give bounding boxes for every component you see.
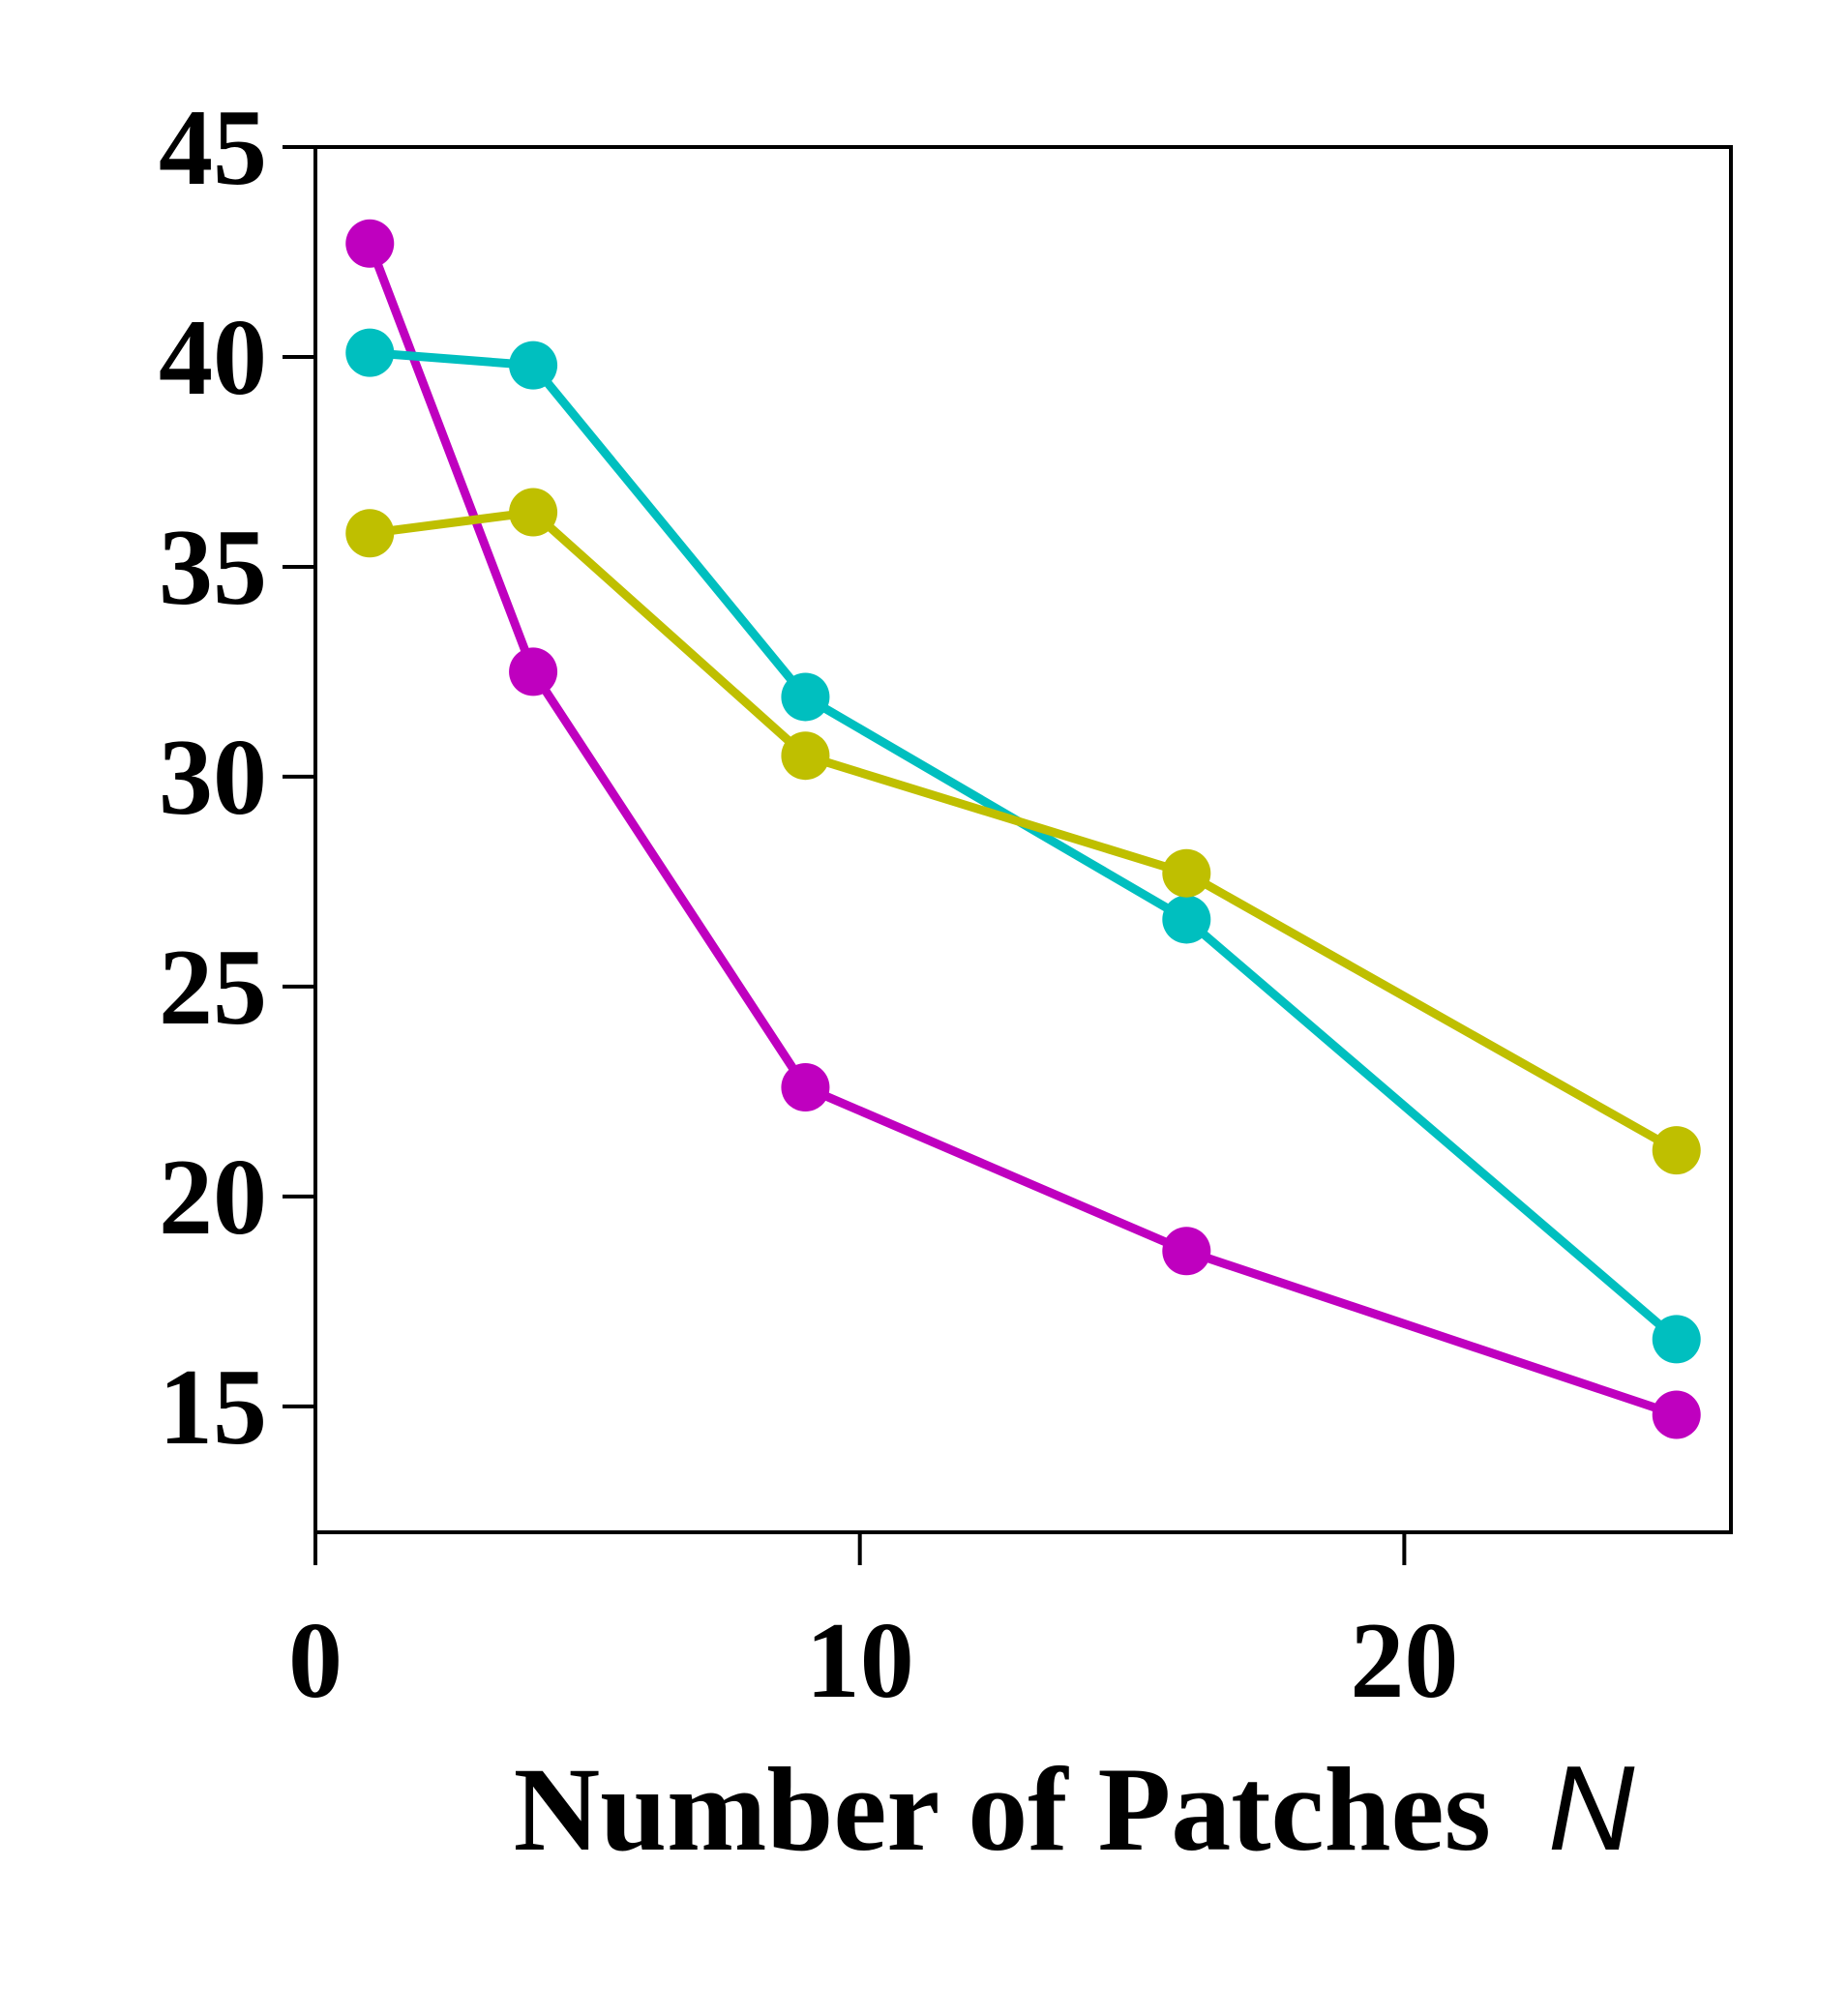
y-axis: 15 20 25 30 35 40 45 bbox=[159, 88, 315, 1467]
series-2-point bbox=[509, 488, 558, 537]
y-tick-label: 30 bbox=[159, 718, 267, 838]
x-tick-label: 0 bbox=[288, 1601, 343, 1721]
series-2-point bbox=[1652, 1126, 1701, 1175]
y-tick-label: 45 bbox=[159, 88, 267, 208]
series-1-point bbox=[1652, 1315, 1701, 1364]
series-0-point bbox=[509, 647, 558, 696]
series-0-point bbox=[1162, 1227, 1211, 1276]
y-tick-label: 40 bbox=[159, 298, 267, 418]
x-axis-title-variable: N bbox=[1548, 1742, 1635, 1876]
y-tick-label: 20 bbox=[159, 1138, 267, 1258]
series-1-point bbox=[781, 672, 830, 722]
plot-frame bbox=[313, 145, 1733, 1534]
y-tick-label: 15 bbox=[159, 1348, 267, 1467]
series-2-point bbox=[345, 509, 395, 558]
series-line-0 bbox=[366, 242, 1679, 1419]
series-0-point bbox=[1652, 1390, 1701, 1439]
x-axis-title: Number of Patches N bbox=[514, 1742, 1635, 1876]
y-tick-label: 25 bbox=[159, 928, 267, 1048]
series-1-point bbox=[345, 328, 395, 377]
x-tick-label: 20 bbox=[1350, 1601, 1458, 1721]
series-line-1 bbox=[369, 348, 1680, 1343]
series-2-point bbox=[1162, 848, 1211, 898]
series-2-point bbox=[781, 731, 830, 781]
series-1-point bbox=[509, 341, 558, 390]
y-tick-label: 35 bbox=[159, 508, 267, 628]
series-layer bbox=[345, 219, 1701, 1439]
x-axis: 0 10 20 bbox=[288, 1532, 1458, 1721]
x-axis-title-text: Number of Patches bbox=[514, 1743, 1491, 1876]
series-0-point bbox=[345, 219, 395, 268]
series-line-2 bbox=[369, 508, 1679, 1155]
x-tick-label: 10 bbox=[806, 1601, 914, 1721]
series-0-point bbox=[781, 1063, 830, 1112]
series-1-point bbox=[1162, 895, 1211, 944]
